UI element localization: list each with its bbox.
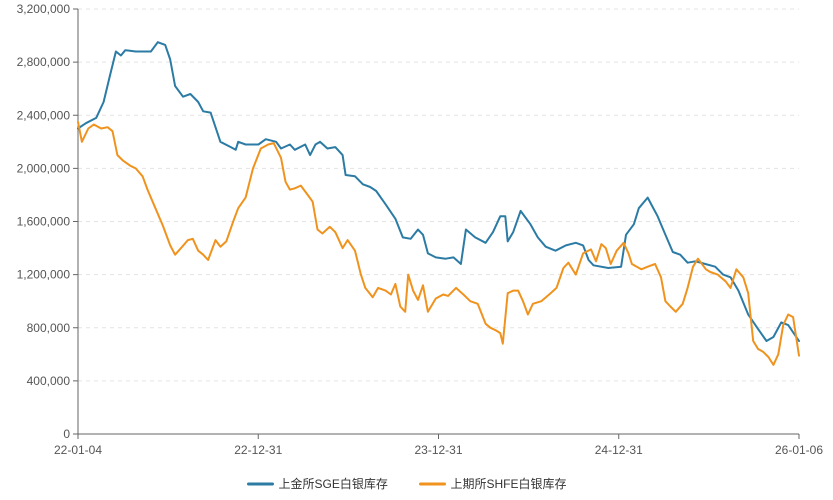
y-tick-label: 2,400,000 — [17, 108, 71, 122]
y-tick-label: 800,000 — [27, 321, 71, 335]
x-tick-label: 26-01-06 — [775, 443, 823, 457]
axes: 0 400,000 800,000 1,200,000 1,600,000 2,000,0… — [17, 2, 824, 457]
legend-label: 上金所SGE白银库存 — [279, 476, 388, 491]
x-tick-label: 23-12-31 — [414, 443, 462, 457]
legend-label: 上期所SHFE白银库存 — [451, 476, 567, 491]
y-tick-label: 400,000 — [27, 374, 71, 388]
y-tick-label: 3,200,000 — [17, 2, 71, 16]
legend[interactable]: 上金所SGE白银库存 上期所SHFE白银库存 — [247, 476, 567, 491]
y-tick-label: 1,600,000 — [17, 215, 71, 229]
y-tick-label: 2,000,000 — [17, 161, 71, 175]
series-lines — [77, 41, 800, 366]
legend-item-2[interactable]: 上期所SHFE白银库存 — [419, 476, 567, 491]
y-tick-label: 2,800,000 — [17, 55, 71, 69]
series-line-1 — [77, 41, 800, 342]
legend-item-1[interactable]: 上金所SGE白银库存 — [247, 476, 388, 491]
x-tick-label: 22-12-31 — [234, 443, 282, 457]
y-tick-label: 0 — [63, 427, 70, 441]
series-line-2 — [77, 120, 800, 366]
grid-lines — [78, 8, 799, 382]
x-tick-label: 22-01-04 — [54, 443, 102, 457]
x-tick-label: 24-12-31 — [595, 443, 643, 457]
y-tick-label: 1,200,000 — [17, 268, 71, 282]
